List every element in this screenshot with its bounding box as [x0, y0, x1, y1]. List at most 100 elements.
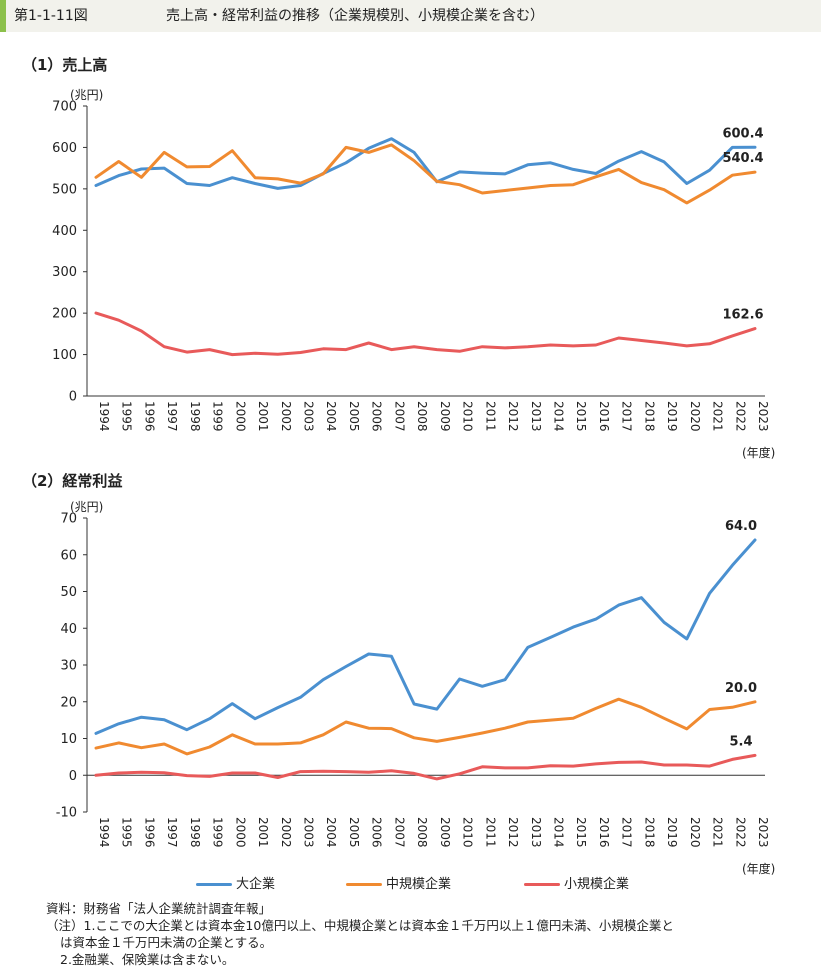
- profit-x-tick-label: 2018: [642, 817, 656, 848]
- sales-x-tick-label: 2002: [279, 401, 293, 432]
- sales-x-tick-label: 2003: [302, 401, 316, 432]
- legend-swatch-large: [196, 883, 232, 886]
- profit-x-tick-label: 2019: [665, 817, 679, 848]
- note-2: 2.金融業、保険業は含まない。: [60, 952, 235, 967]
- legend: 大企業 中規模企業 小規模企業: [0, 875, 821, 895]
- profit-x-tick-label: 2021: [711, 817, 725, 848]
- profit-x-tick-label: 2006: [370, 817, 384, 848]
- profit-x-tick-label: 2002: [279, 817, 293, 848]
- sales-end-label-large: 600.4: [722, 126, 763, 141]
- profit-x-tick-label: 2015: [574, 817, 588, 848]
- profit-x-tick-label: 2016: [597, 817, 611, 848]
- profit-x-tick-label: 2010: [461, 817, 475, 848]
- profit-y-tick-label: 70: [60, 512, 77, 527]
- profit-x-tick-label: 2023: [756, 817, 770, 848]
- sales-end-label-small: 162.6: [722, 308, 763, 323]
- profit-end-label-large: 64.0: [725, 519, 757, 534]
- sales-series-small: [94, 311, 757, 357]
- sales-y-tick-label: 300: [52, 265, 77, 280]
- profit-x-tick-label: 2022: [733, 817, 747, 848]
- profit-x-unit-label: (年度): [742, 861, 775, 876]
- profit-x-tick-label: 2013: [529, 817, 543, 848]
- figure-label: 第1-1-11図: [14, 8, 88, 24]
- sales-x-tick-label: 2011: [483, 401, 497, 432]
- sales-x-tick-label: 2006: [370, 401, 384, 432]
- sales-series-medium: [94, 143, 757, 205]
- profit-x-tick-label: 2005: [347, 817, 361, 848]
- sales-x-tick-label: 2009: [438, 401, 452, 432]
- legend-item-medium: 中規模企業: [346, 875, 451, 895]
- profit-x-tick-label: 2012: [506, 817, 520, 848]
- sales-y-tick-label: 500: [52, 182, 77, 197]
- profit-y-tick-label: 60: [60, 548, 77, 563]
- sales-x-tick-label: 1997: [165, 401, 179, 432]
- profit-x-tick-label: 2000: [233, 817, 247, 848]
- sales-x-tick-label: 2012: [506, 401, 520, 432]
- legend-swatch-small: [524, 883, 560, 886]
- sales-y-tick-label: 400: [52, 224, 77, 239]
- notes: 資料：財務省「法人企業統計調査年報」 （注）1.ここでの大企業とは資本金10億円…: [46, 900, 806, 968]
- legend-item-small: 小規模企業: [524, 875, 629, 895]
- sales-x-tick-label: 1996: [142, 401, 156, 432]
- sales-x-tick-label: 2022: [733, 401, 747, 432]
- profit-x-tick-label: 2009: [438, 817, 452, 848]
- sales-y-tick-label: 200: [52, 307, 77, 322]
- sales-series-large: [94, 137, 757, 190]
- profit-x-tick-label: 2017: [620, 817, 634, 848]
- legend-label-medium: 中規模企業: [386, 877, 452, 892]
- sales-x-tick-label: 1994: [97, 401, 111, 432]
- sales-x-tick-label: 2016: [597, 401, 611, 432]
- sales-x-tick-label: 2007: [392, 401, 406, 432]
- sales-x-tick-label: 2021: [711, 401, 725, 432]
- profit-x-tick-label: 1998: [188, 817, 202, 848]
- profit-x-tick-label: 1997: [165, 817, 179, 848]
- sales-y-tick-label: 600: [52, 141, 77, 156]
- sales-x-tick-label: 2004: [324, 401, 338, 432]
- sales-y-tick-label: 100: [52, 348, 77, 363]
- profit-x-tick-label: 2003: [302, 817, 316, 848]
- sales-x-tick-label: 2018: [642, 401, 656, 432]
- sales-x-tick-label: 2020: [688, 401, 702, 432]
- figure-title: 売上高・経常利益の推移（企業規模別、小規模企業を含む）: [166, 8, 544, 24]
- sales-end-label-medium: 540.4: [722, 151, 763, 166]
- legend-swatch-medium: [346, 883, 382, 886]
- profit-x-tick-label: 2020: [688, 817, 702, 848]
- legend-label-large: 大企業: [236, 877, 276, 892]
- sales-x-tick-label: 2017: [620, 401, 634, 432]
- profit-x-tick-label: 2008: [415, 817, 429, 848]
- figure-header: 第1-1-11図 売上高・経常利益の推移（企業規模別、小規模企業を含む）: [0, 0, 821, 32]
- sales-x-tick-label: 2005: [347, 401, 361, 432]
- note-1b: は資本金１千万円未満の企業とする。: [60, 935, 273, 950]
- profit-y-tick-label: 40: [60, 622, 77, 637]
- profit-x-tick-label: 2001: [256, 817, 270, 848]
- sales-x-tick-label: 1998: [188, 401, 202, 432]
- sales-x-tick-label: 2010: [461, 401, 475, 432]
- profit-end-label-medium: 20.0: [725, 681, 757, 696]
- sales-y-tick-label: 700: [52, 100, 77, 115]
- note-1a: （注）1.ここでの大企業とは資本金10億円以上、中規模企業とは資本金１千万円以上…: [46, 918, 674, 933]
- profit-end-label-small: 5.4: [729, 734, 752, 749]
- profit-y-unit-label: (兆円): [70, 500, 103, 514]
- profit-y-tick-label: 30: [60, 659, 77, 674]
- sales-x-tick-label: 2014: [551, 401, 565, 432]
- profit-y-tick-label: 10: [60, 732, 77, 747]
- profit-series-medium: [94, 697, 757, 756]
- profit-x-tick-label: 1994: [97, 817, 111, 848]
- profit-x-tick-label: 1996: [142, 817, 156, 848]
- sales-x-tick-label: 2013: [529, 401, 543, 432]
- profit-x-tick-label: 2011: [483, 817, 497, 848]
- profit-x-tick-label: 1999: [211, 817, 225, 848]
- profit-x-tick-label: 1995: [120, 817, 134, 848]
- note-source: 資料：財務省「法人企業統計調査年報」: [46, 901, 272, 916]
- sales-x-tick-label: 1995: [120, 401, 134, 432]
- profit-x-tick-label: 2014: [551, 817, 565, 848]
- profit-x-tick-label: 2007: [392, 817, 406, 848]
- legend-label-small: 小規模企業: [564, 877, 630, 892]
- sales-x-tick-label: 2001: [256, 401, 270, 432]
- sales-x-tick-label: 1999: [211, 401, 225, 432]
- sales-x-tick-label: 2008: [415, 401, 429, 432]
- profit-y-tick-label: -10: [56, 806, 77, 821]
- sales-x-tick-label: 2000: [233, 401, 247, 432]
- sales-x-tick-label: 2015: [574, 401, 588, 432]
